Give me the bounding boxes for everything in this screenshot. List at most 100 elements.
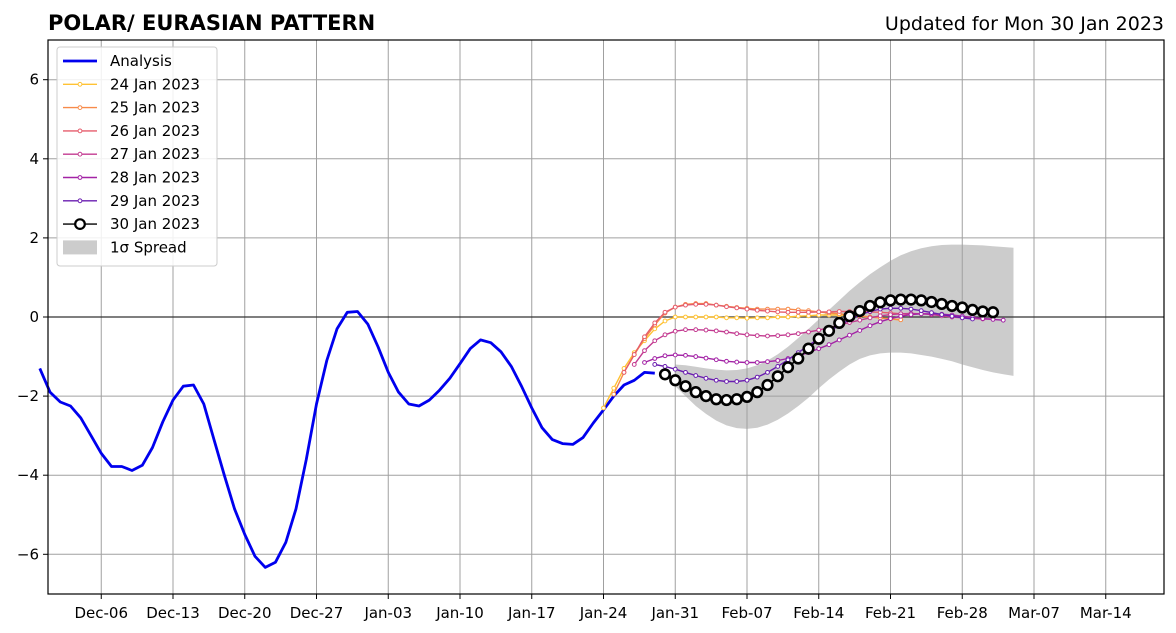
forecast-26-jan-2023-point xyxy=(642,334,647,340)
forecast-24-jan-2023-point xyxy=(713,314,719,320)
forecast-26-jan-2023-point xyxy=(631,352,637,357)
forecast-30-jan-2023-point xyxy=(761,378,774,392)
forecast-27-jan-2023-point xyxy=(806,329,811,335)
x-tick-label: Jan-10 xyxy=(435,604,484,622)
forecast-30-jan-2023-point xyxy=(956,301,969,314)
legend-28-jan-2023-marker xyxy=(77,175,83,180)
forecast-26-jan-2023-point xyxy=(806,309,811,315)
forecast-28-jan-2023-point xyxy=(775,358,781,363)
legend: Analysis 24 Jan 2023 25 Jan 2023 26 Jan 202… xyxy=(56,46,218,267)
x-tick-label: Mar-07 xyxy=(1008,604,1060,622)
y-tick-label: 6 xyxy=(29,71,39,89)
forecast-30-jan-2023-point xyxy=(843,310,856,323)
forecast-26-jan-2023-point xyxy=(724,304,729,310)
series-layer xyxy=(38,293,1006,569)
forecast-30-jan-2023-point xyxy=(833,316,846,330)
forecast-24-jan-2023-point xyxy=(775,314,781,320)
forecast-30-jan-2023-point xyxy=(751,386,764,399)
forecast-28-jan-2023-point xyxy=(672,352,678,358)
forecast-30-jan-2023-point xyxy=(904,293,918,306)
forecast-27-jan-2023-point xyxy=(683,327,688,333)
forecast-24-jan-2023-point xyxy=(754,315,760,321)
forecast-30-jan-2023-point xyxy=(710,393,723,406)
forecast-27-jan-2023-point xyxy=(785,332,791,338)
forecast-26-jan-2023-point xyxy=(754,307,760,313)
x-tick-label: Mar-14 xyxy=(1080,604,1132,622)
forecast-26-jan-2023-point xyxy=(765,308,770,314)
forecast-27-jan-2023-point xyxy=(775,333,781,338)
forecast-24-jan-2023-point xyxy=(601,405,606,411)
analysis-line xyxy=(38,310,655,569)
forecast-30-jan-2023-point xyxy=(689,386,702,399)
forecast-28-jan-2023-point xyxy=(877,319,883,325)
forecast-29-jan-2023-point xyxy=(683,369,688,375)
x-tick-label: Dec-27 xyxy=(290,604,344,622)
forecast-27-jan-2023-point xyxy=(867,315,873,321)
forecast-29-jan-2023-point xyxy=(734,379,740,384)
forecast-28-jan-2023-point xyxy=(867,323,873,329)
forecast-26-jan-2023-point xyxy=(795,309,801,315)
forecast-28-jan-2023-point xyxy=(898,313,904,319)
y-tick-label: 0 xyxy=(29,308,39,326)
forecast-30-jan-2023-point xyxy=(658,368,672,381)
forecast-29-jan-2023-point xyxy=(939,312,945,318)
forecast-24-jan-2023-point xyxy=(765,315,770,321)
forecast-26-jan-2023-point xyxy=(744,306,750,312)
legend-29-jan-2023-marker xyxy=(77,198,83,204)
forecast-29-jan-2023-point xyxy=(929,310,934,316)
y-tick-label: −6 xyxy=(17,545,39,563)
forecast-28-jan-2023-point xyxy=(1000,317,1006,323)
spread-layer xyxy=(675,244,1014,429)
forecast-26-jan-2023-point xyxy=(816,309,822,315)
forecast-30-jan-2023-point xyxy=(802,342,815,355)
forecast-26-jan-2023-point xyxy=(693,301,699,307)
forecast-29-jan-2023-point xyxy=(652,362,658,367)
legend-29-jan-2023-label: 29 Jan 2023 xyxy=(110,192,200,210)
forecast-26-jan-2023-point xyxy=(785,309,791,315)
legend-24-jan-2023-label: 24 Jan 2023 xyxy=(110,75,200,93)
legend-28-jan-2023-label: 28 Jan 2023 xyxy=(110,169,200,187)
forecast-27-jan-2023-point xyxy=(744,332,750,338)
forecast-28-jan-2023-point xyxy=(847,332,852,338)
forecast-28-jan-2023-point xyxy=(713,357,719,363)
forecast-30-jan-2023-point xyxy=(976,305,989,318)
forecast-26-jan-2023-point xyxy=(775,309,781,315)
forecast-29-jan-2023-point xyxy=(785,357,791,363)
forecast-29-jan-2023-point xyxy=(898,305,904,311)
forecast-26-jan-2023-point xyxy=(683,302,688,308)
legend-1-spread-label: 1σ Spread xyxy=(110,238,187,256)
forecast-26-jan-2023-point xyxy=(662,309,668,315)
forecast-28-jan-2023-point xyxy=(734,359,740,365)
tick-layer: −6 −4 −2 0 2 4 6 Dec-06 Dec-13 Dec-20 Dec-27 Jan-03… xyxy=(17,71,1132,622)
forecast-24-jan-2023-point xyxy=(683,314,688,320)
forecast-28-jan-2023-point xyxy=(724,358,729,364)
forecast-24-jan-2023-point xyxy=(724,315,729,321)
forecast-30-jan-2023-point xyxy=(812,332,825,345)
y-tick-label: 2 xyxy=(29,229,39,247)
forecast-28-jan-2023-point xyxy=(836,337,842,343)
x-tick-label: Dec-13 xyxy=(146,604,200,622)
forecast-29-jan-2023-point xyxy=(662,364,668,369)
forecast-30-jan-2023-point xyxy=(884,294,897,307)
forecast-28-jan-2023-point xyxy=(754,360,760,365)
forecast-28-jan-2023-point xyxy=(765,359,770,365)
forecast-24-jan-2023-point xyxy=(693,314,699,320)
forecast-30-jan-2023-point xyxy=(822,324,836,337)
forecast-28-jan-2023-point xyxy=(888,316,893,321)
chart-subtitle: Updated for Mon 30 Jan 2023 xyxy=(885,13,1164,35)
forecast-24-jan-2023-point xyxy=(703,314,709,320)
spread-band xyxy=(675,244,1014,429)
x-tick-label: Jan-03 xyxy=(363,604,412,622)
y-tick-label: 4 xyxy=(29,150,39,168)
forecast-30-jan-2023-point xyxy=(699,390,713,403)
x-tick-label: Dec-20 xyxy=(218,604,272,622)
legend-30-jan-2023-label: 30 Jan 2023 xyxy=(110,215,200,233)
forecast-27-jan-2023-point xyxy=(672,328,678,334)
forecast-24-jan-2023-point xyxy=(744,315,750,321)
forecast-30-jan-2023-point xyxy=(853,304,866,318)
forecast-28-jan-2023-point xyxy=(908,312,914,318)
forecast-27-jan-2023-point xyxy=(652,338,658,344)
y-tick-label: −4 xyxy=(17,466,39,484)
forecast-28-jan-2023-point xyxy=(683,352,688,358)
